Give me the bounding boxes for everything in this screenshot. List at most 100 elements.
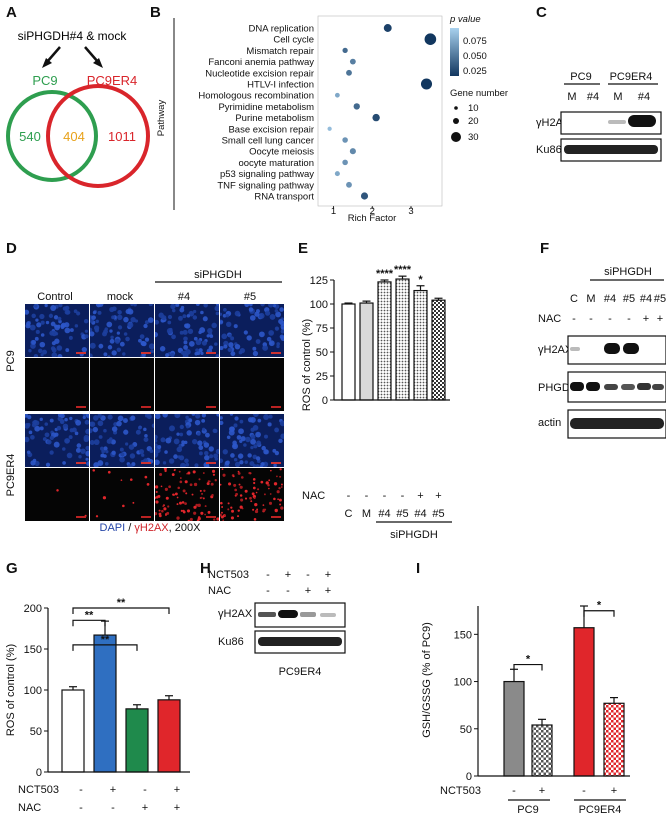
b-category-label: RNA transport — [254, 192, 314, 203]
b-category-label: TNF signaling pathway — [217, 180, 314, 191]
i-significance: * — [526, 654, 531, 666]
c-line-0: PC9 — [570, 71, 591, 83]
venn-only-right: 1011 — [108, 129, 136, 144]
h-nac-sign: - — [286, 585, 290, 597]
b-point — [346, 181, 352, 188]
b-category-label: DNA replication — [249, 24, 314, 35]
d-caption-sep: / — [125, 522, 134, 534]
i-nct-sign: - — [512, 785, 516, 797]
i-group-1: PC9ER4 — [579, 804, 622, 816]
dapi-image — [87, 301, 155, 359]
b-point — [424, 33, 437, 45]
b-point — [342, 159, 348, 166]
f-nac-sign: - — [572, 313, 576, 325]
panel-label-i: I — [416, 560, 421, 577]
b-legend-gene-title: Gene number — [450, 88, 508, 99]
b-category-label: Small cell lung cancer — [222, 136, 314, 147]
h2ax-image — [219, 357, 285, 412]
ros-bar-chart-g: ROS of control (%) 0 50 100 150 200 ** ** ** N… — [5, 597, 190, 814]
b-category-label: Fanconi anemia pathway — [208, 57, 314, 68]
i-nct-sign: + — [611, 785, 617, 797]
dapi-image — [152, 412, 221, 469]
e-significance: **** — [394, 264, 412, 276]
ytick-label: 50 — [316, 347, 328, 359]
b-point — [420, 78, 433, 90]
b-p-tick-1: 0.050 — [463, 51, 487, 62]
e-category: #4 — [378, 508, 390, 520]
h-row-label-0: NCT503 — [208, 569, 249, 581]
h2ax-image — [154, 357, 220, 412]
h-nac-sign: + — [305, 585, 311, 597]
ytick-label: 0 — [322, 395, 328, 407]
d-col-3: #5 — [244, 291, 256, 300]
h2ax-image — [24, 467, 90, 522]
h-nct-sign: - — [266, 569, 270, 581]
e-nac-sign: - — [347, 490, 351, 502]
g-nac-sign: - — [111, 802, 115, 814]
microscopy-panel: Control mock siPHGDH #4 #5 PC9 PC9ER4 DA… — [0, 240, 300, 535]
panel-label-g: G — [6, 560, 18, 577]
i-nct-sign: + — [539, 785, 545, 797]
panel-label-h: H — [200, 560, 211, 577]
c-lane-2: M — [613, 91, 622, 103]
b-gene-tick-0: 10 — [468, 103, 479, 114]
ytick-label: 100 — [24, 685, 42, 697]
panel-label-d: D — [6, 240, 17, 257]
ytick-label: 100 — [454, 677, 472, 689]
f-blot-label-2: actin — [538, 417, 561, 429]
e-bar — [341, 303, 356, 401]
b-gene-tick-2: 30 — [468, 132, 479, 143]
i-bar — [503, 680, 525, 777]
f-nac-label: NAC — [538, 313, 561, 325]
western-blot-c: PC9 PC9ER4 M #4 M #4 γH2AX Ku86 — [536, 71, 662, 162]
ytick-label: 50 — [30, 726, 42, 738]
b-point — [360, 192, 369, 200]
b-point — [383, 24, 392, 32]
e-bar — [377, 281, 392, 401]
svg-text:DAPI / γH2AX, 200X: DAPI / γH2AX, 200X — [100, 522, 202, 534]
b-category-label: p53 signaling pathway — [220, 169, 314, 180]
g-nac-sign: + — [142, 802, 148, 814]
g-ylabel: ROS of control (%) — [5, 644, 17, 736]
b-legend-p-title: p value — [449, 14, 481, 25]
b-xtick: 2 — [370, 206, 375, 217]
b-p-tick-2: 0.025 — [463, 66, 487, 77]
b-point — [342, 137, 348, 143]
e-bar — [431, 299, 446, 401]
d-col-0: Control — [37, 291, 72, 300]
dapi-image — [87, 413, 157, 470]
d-col-2: #4 — [178, 291, 190, 300]
western-blot-h: NCT503 NAC - + - + - - + + γH2AX Ku86 PC9ER4 — [208, 569, 346, 678]
d-group-label: siPHGDH — [194, 269, 242, 281]
e-nac-sign: - — [401, 490, 405, 502]
venn-left-name: PC9 — [32, 73, 57, 88]
b-point — [349, 148, 356, 155]
h-row-label-1: NAC — [208, 585, 231, 597]
b-category-label: Mismatch repair — [246, 46, 314, 57]
western-blot-f: siPHGDH C M #4 #5 #4 #5- - - - + + NAC γH2AX PHGDH… — [538, 266, 666, 439]
ytick-label: 150 — [24, 644, 42, 656]
b-p-tick-0: 0.075 — [463, 36, 487, 47]
dapi-image — [23, 411, 92, 468]
g-bar — [157, 699, 181, 773]
e-nac-sign: + — [435, 490, 441, 502]
b-point — [342, 47, 348, 54]
g-significance: ** — [101, 634, 110, 646]
g-nac-sign: + — [174, 802, 180, 814]
g-row-label-0: NCT503 — [18, 784, 59, 796]
i-row-label: NCT503 — [440, 785, 481, 797]
dapi-image — [23, 303, 90, 359]
b-category-label: Nucleotide excision repair — [205, 68, 314, 79]
b-category-label: Pyrimidine metabolism — [218, 102, 314, 113]
g-bar — [125, 708, 149, 773]
panel-label-e: E — [298, 240, 309, 257]
panel-label-b: B — [150, 4, 161, 21]
b-xtick: 3 — [408, 206, 413, 217]
f-lane: #4 — [604, 293, 616, 305]
f-lane: #4 — [640, 293, 652, 305]
dapi-image — [218, 301, 287, 358]
ytick-label: 0 — [36, 767, 42, 779]
d-caption-dapi: DAPI — [100, 522, 126, 534]
h-nac-sign: - — [266, 585, 270, 597]
ytick-label: 100 — [310, 299, 328, 311]
